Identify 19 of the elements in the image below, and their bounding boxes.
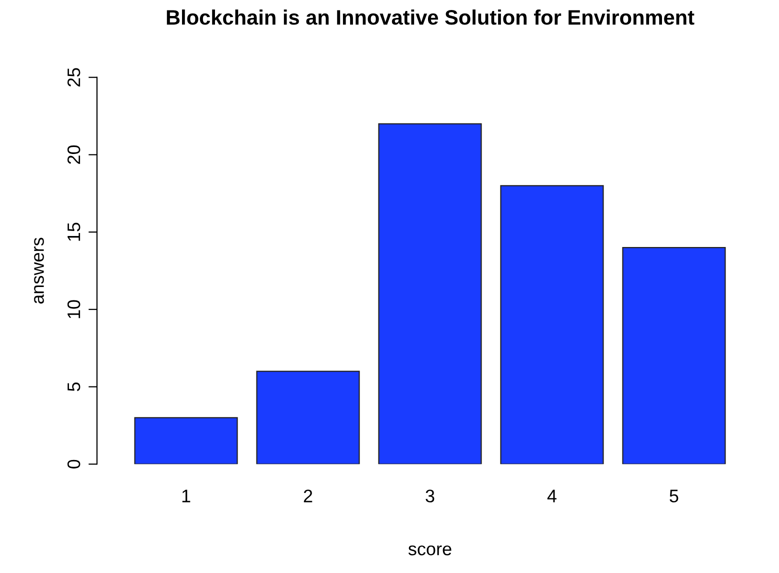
x-tick-label: 5	[670, 490, 678, 502]
y-tick-label: 5	[68, 382, 80, 392]
x-axis-title: score	[408, 545, 452, 556]
bar	[500, 185, 604, 464]
bar	[622, 246, 726, 464]
y-tick-label: 25	[67, 68, 80, 86]
y-tick-label: 15	[68, 222, 80, 241]
chart-title: Blockchain is an Innovative Solution for Environment	[166, 9, 694, 25]
bar	[134, 417, 238, 464]
y-tick-label: 20	[67, 145, 80, 164]
bar	[378, 123, 482, 464]
y-axis-title: answers	[34, 238, 44, 304]
x-tick-label: 3	[426, 490, 434, 502]
bar	[256, 370, 360, 464]
x-tick-label: 4	[547, 490, 556, 502]
y-tick-label: 0	[67, 460, 80, 468]
x-tick-label: 2	[304, 490, 312, 502]
x-tick-label: 1	[182, 490, 190, 502]
y-tick-label: 10	[67, 300, 80, 318]
